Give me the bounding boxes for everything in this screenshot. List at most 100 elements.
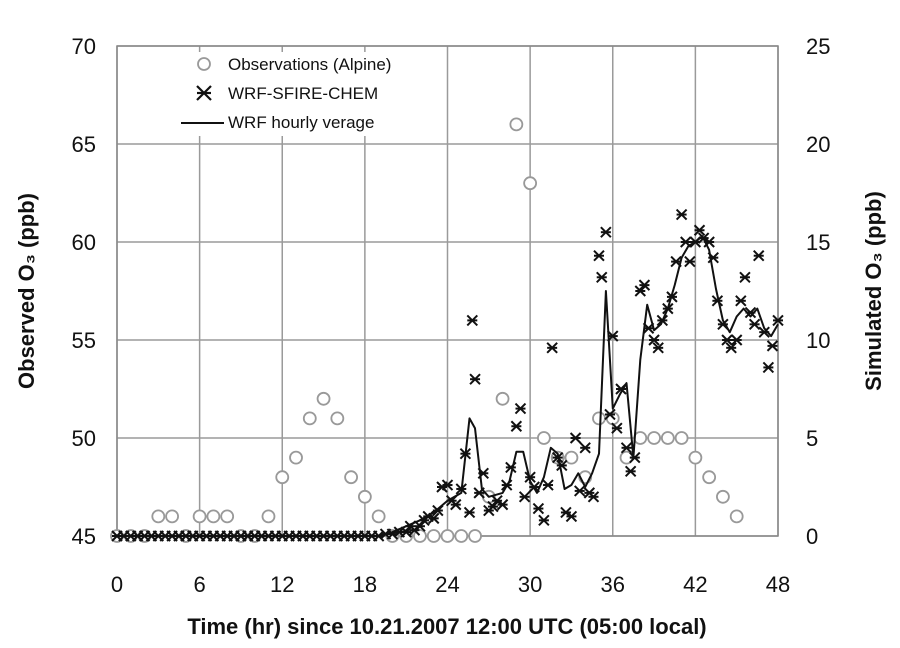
simulated-point xyxy=(758,326,770,338)
simulated-point xyxy=(680,236,692,248)
x-axis-title: Time (hr) since 10.21.2007 12:00 UTC (05… xyxy=(187,614,706,639)
simulated-point xyxy=(542,479,554,491)
simulated-point xyxy=(634,285,646,297)
observation-point xyxy=(454,529,469,543)
right-y-axis-ticks: 0 5 10 15 20 25 xyxy=(806,34,830,549)
simulated-point xyxy=(693,224,706,236)
simulated-point xyxy=(532,502,545,515)
simulated-point xyxy=(428,512,440,525)
observation-point xyxy=(357,489,372,504)
observation-point xyxy=(220,509,235,524)
observation-point xyxy=(316,391,331,406)
simulated-point xyxy=(662,302,674,315)
x-tick-label: 36 xyxy=(601,572,625,597)
left-y-tick-label: 55 xyxy=(72,328,96,353)
observation-point xyxy=(468,529,482,543)
simulated-point xyxy=(730,334,743,346)
observation-point xyxy=(440,529,455,543)
simulated-point xyxy=(666,291,678,303)
simulated-point xyxy=(565,510,578,523)
simulated-point xyxy=(703,236,715,248)
left-y-tick-label: 70 xyxy=(72,34,96,59)
simulated-point xyxy=(510,420,523,432)
simulated-point xyxy=(450,498,462,511)
x-tick-label: 18 xyxy=(353,572,377,597)
left-y-tick-label: 50 xyxy=(72,426,96,451)
observation-point xyxy=(716,489,730,504)
observation-point xyxy=(509,117,524,132)
simulated-point xyxy=(524,471,536,483)
simulated-point xyxy=(514,402,527,415)
observation-point xyxy=(633,431,648,445)
right-y-tick-label: 25 xyxy=(806,34,830,59)
observation-point xyxy=(688,450,703,465)
simulated-point xyxy=(707,251,719,264)
simulated-point xyxy=(518,491,531,503)
observation-point xyxy=(660,431,675,445)
series-layer xyxy=(110,117,784,543)
observation-point xyxy=(192,509,207,524)
simulated-point xyxy=(505,461,517,474)
left-y-axis-ticks: 45 50 55 60 65 70 xyxy=(72,34,96,549)
simulated-point xyxy=(501,479,513,491)
observation-point xyxy=(729,509,744,524)
simulated-point xyxy=(638,279,651,291)
simulated-point xyxy=(372,530,385,542)
legend-label-observations: Observations (Alpine) xyxy=(228,55,391,74)
simulated-point xyxy=(587,491,600,503)
left-y-tick-label: 45 xyxy=(72,524,96,549)
observation-point xyxy=(495,391,510,406)
simulated-point xyxy=(607,330,619,342)
simulated-point xyxy=(762,361,775,374)
simulated-point xyxy=(546,342,558,354)
simulated-point xyxy=(615,383,627,395)
x-tick-label: 12 xyxy=(270,572,294,597)
simulated-point xyxy=(766,340,779,352)
simulated-point xyxy=(717,318,729,331)
x-tick-label: 30 xyxy=(518,572,542,597)
right-y-tick-label: 5 xyxy=(806,426,818,451)
observation-point xyxy=(426,529,441,543)
observation-point xyxy=(344,470,359,485)
simulated-point xyxy=(711,295,724,307)
right-y-tick-label: 15 xyxy=(806,230,830,255)
simulated-point xyxy=(569,432,582,444)
observation-point xyxy=(302,411,317,426)
simulated-point xyxy=(624,465,637,478)
simulated-point xyxy=(400,526,412,538)
left-y-axis-title: Observed O₃ (ppb) xyxy=(14,193,39,389)
simulated-point xyxy=(611,422,623,434)
left-y-tick-label: 65 xyxy=(72,132,96,157)
simulated-point xyxy=(455,483,467,495)
x-tick-label: 42 xyxy=(683,572,707,597)
simulated-point xyxy=(600,226,612,238)
right-y-tick-label: 20 xyxy=(806,132,830,157)
simulated-point xyxy=(469,373,481,385)
simulated-point xyxy=(604,408,616,421)
simulated-point xyxy=(496,498,509,511)
legend-asterisk-icon xyxy=(196,85,212,101)
observation-point xyxy=(206,509,221,524)
simulated-point xyxy=(772,314,784,327)
observation-point xyxy=(702,470,717,485)
simulated-point xyxy=(459,447,472,460)
simulated-point xyxy=(466,314,478,327)
simulated-point xyxy=(538,514,550,527)
observation-point xyxy=(536,431,551,445)
observation-point xyxy=(165,509,179,524)
simulated-point xyxy=(556,459,568,472)
observation-point xyxy=(674,431,689,445)
simulated-point xyxy=(432,504,444,517)
simulated-point xyxy=(748,318,761,331)
simulated-point xyxy=(593,250,605,262)
simulated-point xyxy=(670,255,682,268)
observation-point xyxy=(151,509,166,524)
x-tick-label: 6 xyxy=(194,572,206,597)
simulated-point xyxy=(642,322,655,334)
simulated-point xyxy=(620,442,633,454)
simulated-point xyxy=(721,334,733,346)
x-axis-ticks: 0 6 12 18 24 30 36 42 48 xyxy=(111,572,790,597)
simulated-point xyxy=(414,520,426,532)
observation-point xyxy=(261,509,276,524)
